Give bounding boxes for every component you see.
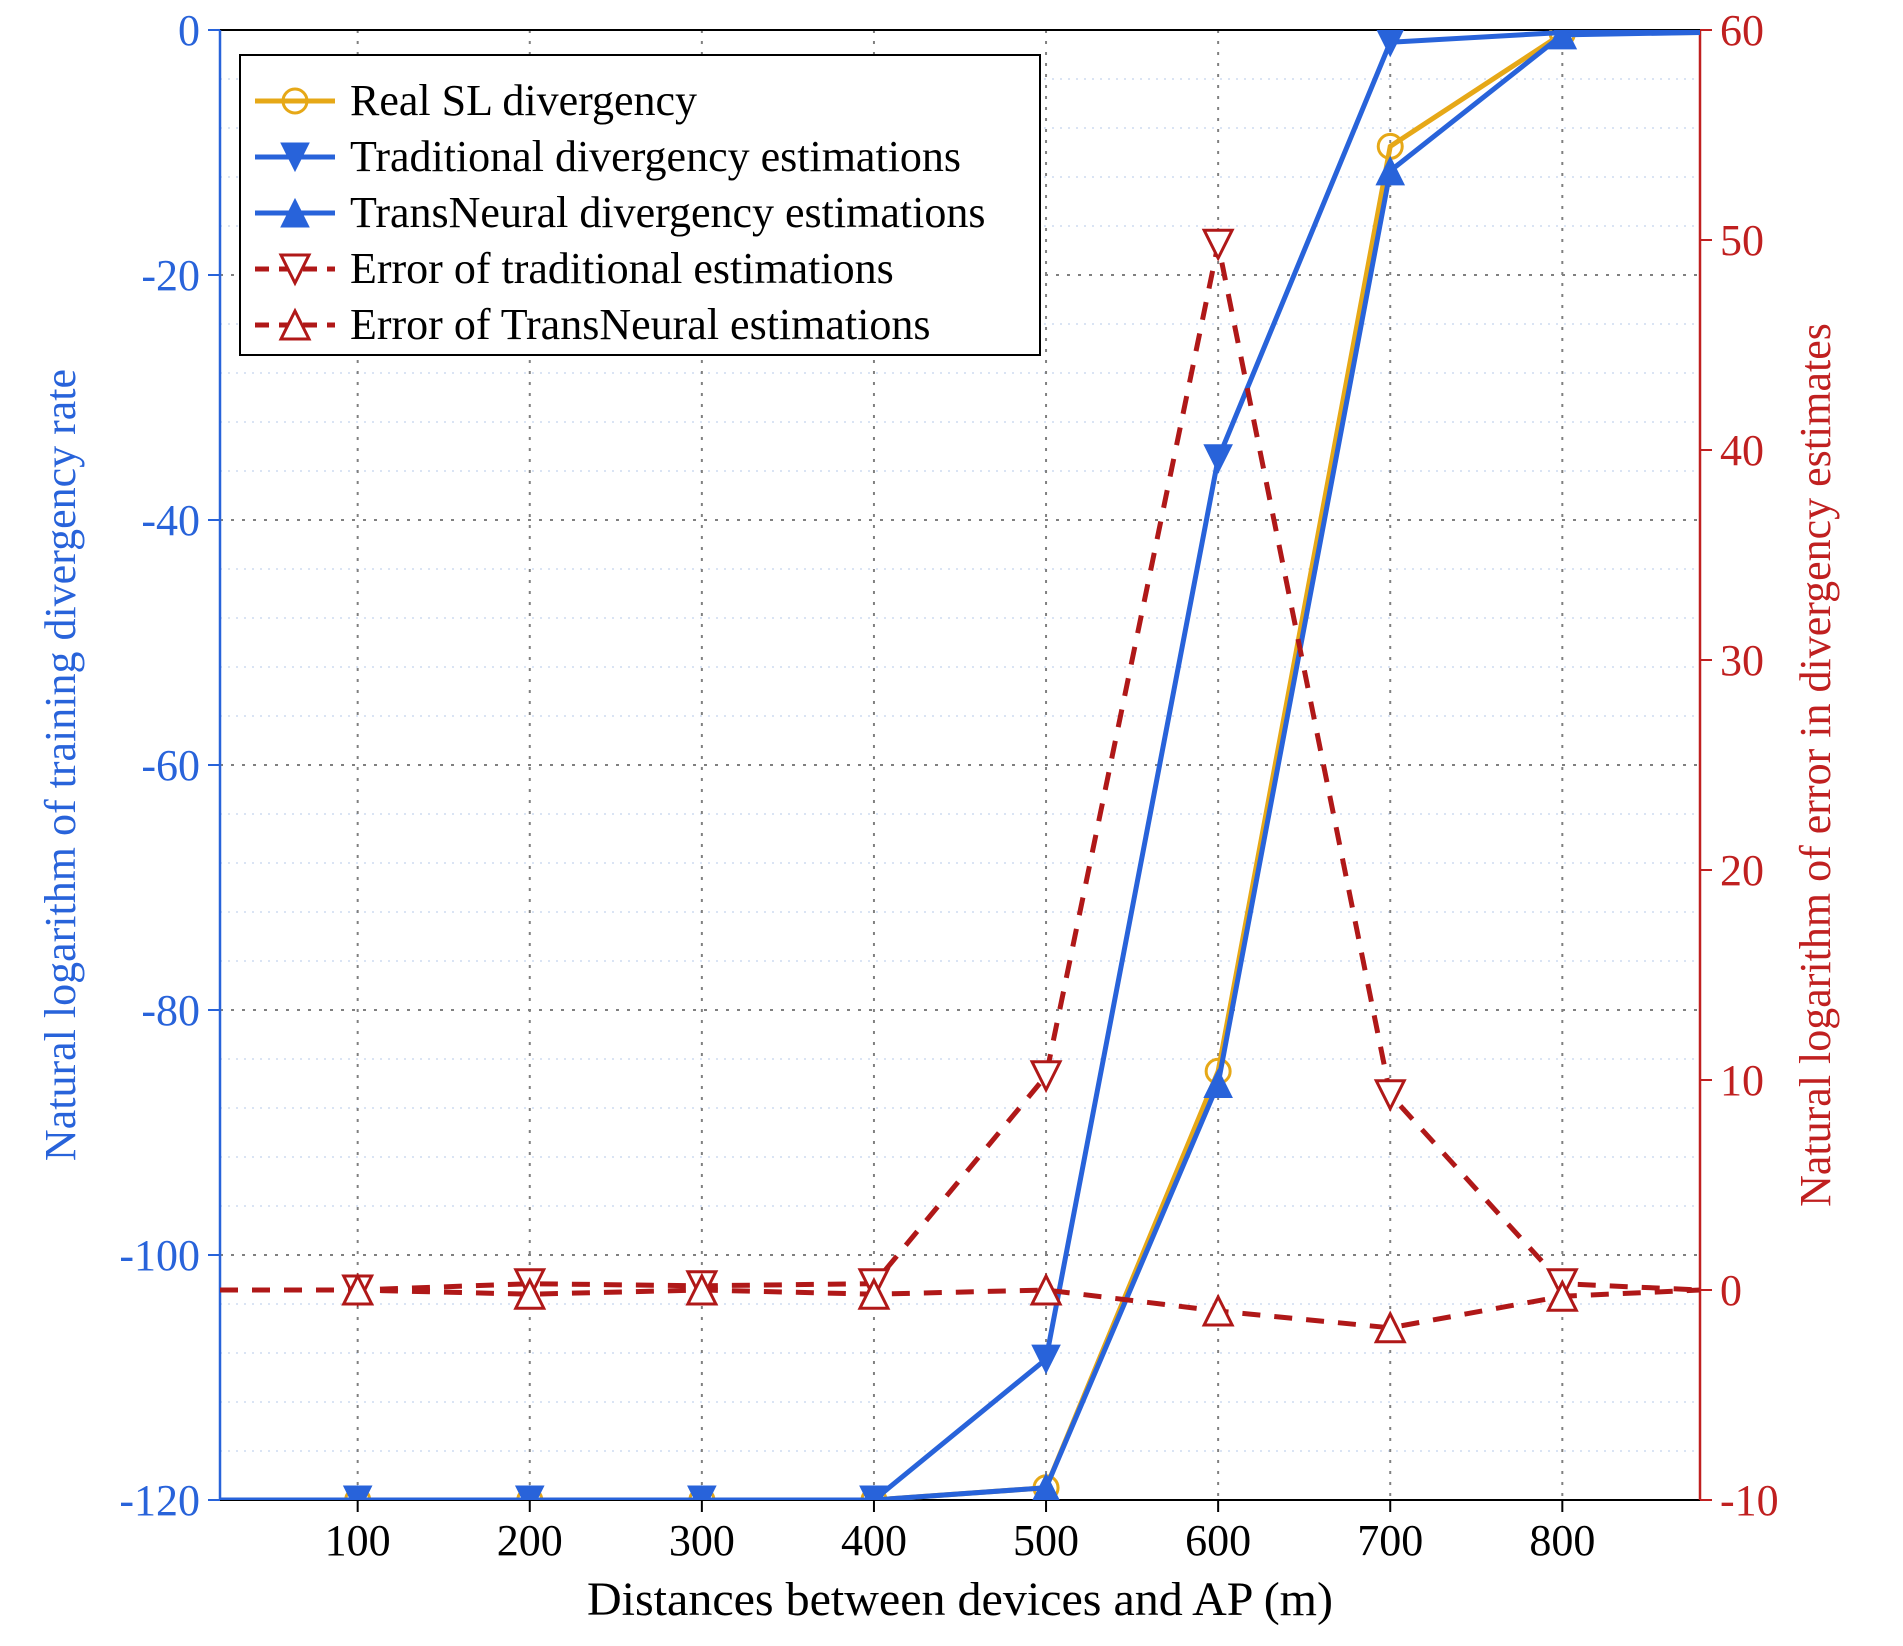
y-right-tick-label: 10 [1720,1056,1764,1105]
y-left-tick-label: -60 [141,741,200,790]
y-right-tick-label: 20 [1720,846,1764,895]
y-right-tick-label: 0 [1720,1266,1742,1315]
legend-label: Error of TransNeural estimations [350,300,930,349]
y-left-tick-label: 0 [178,6,200,55]
x-tick-label: 700 [1357,1516,1423,1565]
legend: Real SL divergency Traditional divergency… [240,55,1040,355]
y-left-axis-label: Natural logarithm of training divergency… [36,369,85,1161]
x-tick-label: 600 [1185,1516,1251,1565]
y-left-tick-label: -20 [141,251,200,300]
x-tick-label: 800 [1529,1516,1595,1565]
y-left-tick-label: -80 [141,986,200,1035]
x-tick-label: 500 [1013,1516,1079,1565]
y-right-tick-label: -10 [1720,1476,1779,1525]
divergency-chart: 100200300400500600700800Distances betwee… [0,0,1903,1646]
y-right-axis-label: Natural logarithm of error in divergency… [1791,323,1840,1207]
y-left-tick-label: -40 [141,496,200,545]
x-axis-label: Distances between devices and AP (m) [587,1573,1333,1626]
chart-container: 100200300400500600700800Distances betwee… [0,0,1903,1646]
legend-label: Traditional divergency estimations [350,132,961,181]
y-left-tick-label: -120 [119,1476,200,1525]
x-tick-label: 300 [669,1516,735,1565]
y-right-tick-label: 60 [1720,6,1764,55]
y-right-tick-label: 40 [1720,426,1764,475]
legend-label: Real SL divergency [350,76,697,125]
y-right-tick-label: 50 [1720,216,1764,265]
legend-label: TransNeural divergency estimations [350,188,985,237]
y-left-tick-label: -100 [119,1231,200,1280]
x-tick-label: 200 [497,1516,563,1565]
y-right-tick-label: 30 [1720,636,1764,685]
x-tick-label: 400 [841,1516,907,1565]
legend-label: Error of traditional estimations [350,244,894,293]
x-tick-label: 100 [325,1516,391,1565]
